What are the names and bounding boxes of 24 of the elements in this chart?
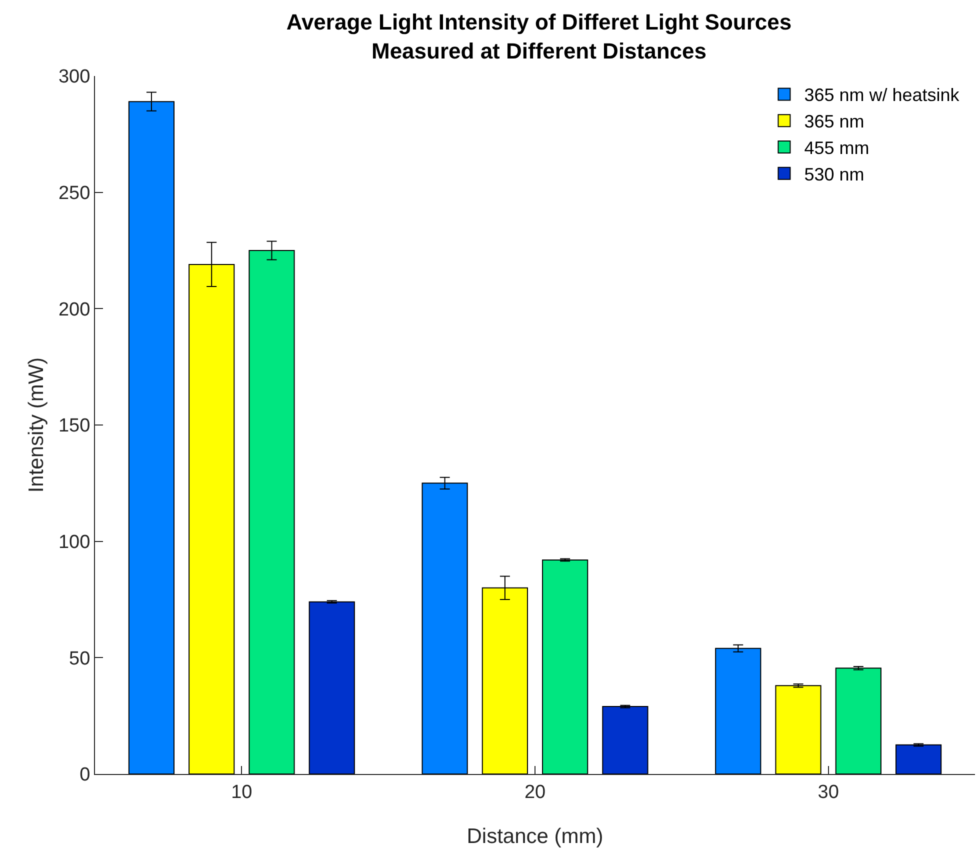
chart-title: Average Light Intensity of Differet Light Sources Measured at Different Distances — [286, 10, 792, 64]
bar — [895, 744, 942, 774]
bar — [715, 648, 762, 774]
bar — [835, 668, 882, 774]
y-tick-label: 100 — [58, 532, 90, 553]
bar — [542, 559, 588, 774]
y-tick-label: 150 — [58, 416, 90, 437]
legend-label: 530 nm — [804, 164, 864, 184]
y-tick-label: 250 — [58, 182, 90, 204]
y-axis-title: Intensity (mW) — [25, 357, 48, 493]
x-tick-label: 20 — [524, 782, 546, 803]
bar — [602, 706, 648, 774]
x-axis-title: Distance (mm) — [466, 825, 604, 848]
legend-label: 365 nm — [804, 112, 864, 132]
bar — [308, 601, 355, 774]
y-tick-label: 0 — [80, 764, 90, 786]
x-tick-label: 10 — [231, 782, 252, 803]
bar — [775, 685, 822, 774]
legend-label: 455 mm — [804, 138, 870, 158]
legend-label: 365 nm w/ heatsink — [804, 85, 960, 106]
y-tick-label: 50 — [69, 648, 90, 670]
y-tick-label: 200 — [58, 299, 90, 320]
x-tick-label: 30 — [818, 782, 839, 803]
y-tick-label: 300 — [58, 66, 90, 88]
